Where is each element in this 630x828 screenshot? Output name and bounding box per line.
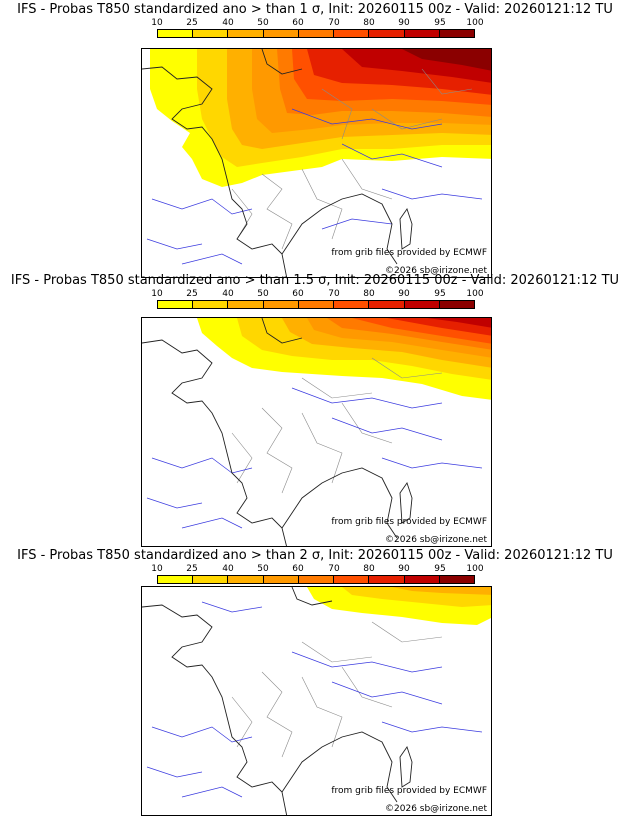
map-area: from grib files provided by ECMWF ©2026 … — [141, 586, 492, 816]
colorbar-tick: 40 — [222, 289, 234, 299]
colorbar-ticks: 10 25 40 50 60 70 80 90 95 100 — [151, 564, 483, 575]
colorbar-swatch — [298, 301, 335, 308]
colorbar-tick: 80 — [363, 564, 375, 574]
colorbar-tick: 25 — [186, 564, 198, 574]
probability-zone-95 — [402, 49, 491, 71]
panel-title: IFS - Probas T850 standardized ano > tha… — [17, 548, 613, 563]
colorbar-swatches — [157, 29, 475, 38]
colorbar-tick: 90 — [398, 289, 410, 299]
colorbar-tick: 50 — [257, 18, 269, 28]
colorbar-tick: 60 — [292, 18, 304, 28]
region-borders — [231, 621, 443, 758]
rivers — [146, 387, 483, 529]
colorbar-tick: 95 — [434, 289, 446, 299]
colorbar-tick: 40 — [222, 564, 234, 574]
colorbar-tick: 100 — [466, 18, 484, 28]
colorbar-swatch — [263, 576, 299, 583]
colorbar-swatch — [404, 301, 440, 308]
panel-title: IFS - Probas T850 standardized ano > tha… — [10, 273, 620, 288]
colorbar-tick: 95 — [434, 18, 446, 28]
colorbar-swatch — [404, 30, 440, 37]
copyright-credit: ©2026 sb@irizone.net — [385, 535, 487, 545]
map-panel-2: IFS - Probas T850 standardized ano > tha… — [0, 273, 630, 549]
colorbar: 10 25 40 50 60 70 80 90 95 100 — [151, 18, 484, 44]
colorbar-tick: 100 — [466, 564, 484, 574]
colorbar-tick: 100 — [466, 289, 484, 299]
colorbar-tick: 90 — [398, 18, 410, 28]
colorbar-swatches — [157, 575, 475, 584]
source-credit: from grib files provided by ECMWF — [331, 786, 487, 796]
colorbar-tick: 50 — [257, 564, 269, 574]
colorbar-swatches — [157, 300, 475, 309]
colorbar: 10 25 40 50 60 70 80 90 95 100 — [151, 289, 484, 315]
colorbar-tick: 70 — [328, 18, 340, 28]
colorbar-swatch — [439, 576, 474, 583]
colorbar-tick: 25 — [186, 289, 198, 299]
colorbar-swatch — [369, 301, 405, 308]
map-svg — [142, 318, 491, 546]
colorbar-ticks: 10 25 40 50 60 70 80 90 95 100 — [151, 289, 483, 300]
colorbar-swatch — [369, 30, 405, 37]
colorbar-tick: 95 — [434, 564, 446, 574]
colorbar-tick: 10 — [151, 289, 163, 299]
colorbar-swatch — [263, 301, 299, 308]
colorbar-tick: 60 — [292, 289, 304, 299]
colorbar-tick: 80 — [363, 289, 375, 299]
colorbar: 10 25 40 50 60 70 80 90 95 100 — [151, 564, 484, 590]
source-credit: from grib files provided by ECMWF — [331, 248, 487, 258]
colorbar-swatch — [334, 576, 370, 583]
colorbar-swatch — [158, 576, 194, 583]
colorbar-swatch — [298, 576, 335, 583]
colorbar-tick: 40 — [222, 18, 234, 28]
colorbar-tick: 70 — [328, 564, 340, 574]
map-panel-3: IFS - Probas T850 standardized ano > tha… — [0, 548, 630, 824]
copyright-credit: ©2026 sb@irizone.net — [385, 266, 487, 276]
colorbar-swatch — [228, 576, 264, 583]
colorbar-swatch — [158, 301, 194, 308]
region-borders — [231, 357, 443, 494]
colorbar-swatch — [193, 30, 229, 37]
colorbar-swatch — [193, 576, 229, 583]
colorbar-swatch — [193, 301, 229, 308]
map-svg — [142, 49, 491, 277]
coastlines — [142, 49, 413, 277]
coastlines — [142, 587, 413, 815]
colorbar-tick: 70 — [328, 289, 340, 299]
source-credit: from grib files provided by ECMWF — [331, 517, 487, 527]
colorbar-swatch — [228, 301, 264, 308]
colorbar-tick: 10 — [151, 18, 163, 28]
colorbar-tick: 10 — [151, 564, 163, 574]
map-area: from grib files provided by ECMWF ©2026 … — [141, 48, 492, 278]
colorbar-swatch — [334, 30, 370, 37]
map-panel-1: IFS - Probas T850 standardized ano > tha… — [0, 2, 630, 278]
colorbar-tick: 50 — [257, 289, 269, 299]
colorbar-ticks: 10 25 40 50 60 70 80 90 95 100 — [151, 18, 483, 29]
colorbar-swatch — [404, 576, 440, 583]
colorbar-swatch — [369, 576, 405, 583]
colorbar-tick: 80 — [363, 18, 375, 28]
probability-zone-90 — [427, 318, 491, 328]
colorbar-swatch — [334, 301, 370, 308]
colorbar-swatch — [228, 30, 264, 37]
copyright-credit: ©2026 sb@irizone.net — [385, 804, 487, 814]
rivers — [146, 601, 483, 798]
colorbar-tick: 25 — [186, 18, 198, 28]
colorbar-tick: 60 — [292, 564, 304, 574]
colorbar-swatch — [298, 30, 335, 37]
colorbar-swatch — [439, 30, 474, 37]
coastlines — [142, 318, 413, 546]
map-svg — [142, 587, 491, 815]
colorbar-swatch — [439, 301, 474, 308]
colorbar-swatch — [263, 30, 299, 37]
colorbar-tick: 90 — [398, 564, 410, 574]
colorbar-swatch — [158, 30, 194, 37]
map-area: from grib files provided by ECMWF ©2026 … — [141, 317, 492, 547]
panel-title: IFS - Probas T850 standardized ano > tha… — [17, 2, 613, 17]
probability-zone-40 — [392, 587, 491, 595]
rivers — [146, 108, 483, 265]
